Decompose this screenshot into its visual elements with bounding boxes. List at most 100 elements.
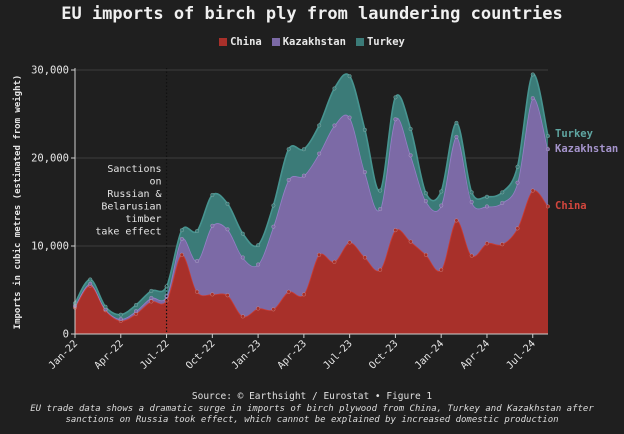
source-note: Source: © Earthsight / Eurostat • Figure… bbox=[191, 391, 433, 402]
end-label-turkey: Turkey bbox=[555, 128, 594, 140]
point-kazakhstan-4 bbox=[133, 309, 139, 314]
point-china-17 bbox=[332, 259, 337, 264]
point-china-23 bbox=[423, 252, 428, 257]
point-turkey-15 bbox=[301, 147, 306, 152]
point-kazakhstan-18 bbox=[347, 115, 352, 120]
x-tick-label-5: Apr-23 bbox=[276, 338, 309, 371]
point-kazakhstan-28 bbox=[500, 200, 505, 205]
point-turkey-12 bbox=[256, 243, 261, 248]
legend-swatch-turkey bbox=[355, 38, 364, 46]
point-turkey-4 bbox=[133, 302, 139, 308]
caption: EU trade data shows a dramatic surge in … bbox=[10, 404, 614, 426]
point-china-28 bbox=[500, 242, 505, 247]
point-kazakhstan-8 bbox=[195, 258, 200, 264]
point-turkey-24 bbox=[439, 189, 444, 194]
point-turkey-18 bbox=[347, 74, 352, 79]
point-kazakhstan-20 bbox=[378, 206, 383, 212]
point-turkey-14 bbox=[286, 147, 291, 152]
sanctions-annotation-line-2: Russian & bbox=[107, 189, 161, 200]
point-kazakhstan-11 bbox=[240, 255, 245, 260]
point-kazakhstan-27 bbox=[484, 204, 490, 209]
point-turkey-8 bbox=[195, 228, 200, 234]
point-kazakhstan-19 bbox=[362, 170, 367, 175]
point-china-16 bbox=[317, 252, 322, 257]
point-turkey-20 bbox=[378, 188, 383, 193]
point-kazakhstan-30 bbox=[530, 96, 535, 101]
caption-line-1: EU trade data shows a dramatic surge in … bbox=[30, 404, 594, 414]
legend: China Kazakhstan Turkey bbox=[0, 36, 624, 48]
point-turkey-26 bbox=[469, 190, 474, 195]
y-axis-label: Imports in cubic metres (estimated from … bbox=[12, 75, 23, 330]
point-turkey-27 bbox=[484, 194, 490, 199]
point-kazakhstan-3 bbox=[118, 316, 123, 322]
point-turkey-29 bbox=[515, 164, 520, 169]
x-tick-label-1: Apr-22 bbox=[93, 338, 126, 371]
chart-title: EU imports of birch ply from laundering … bbox=[61, 4, 563, 24]
sanctions-annotation-line-1: on bbox=[150, 177, 162, 188]
point-turkey-16 bbox=[317, 123, 322, 128]
point-turkey-5 bbox=[149, 288, 154, 293]
x-tick-label-8: Jan-24 bbox=[413, 338, 446, 371]
point-kazakhstan-1 bbox=[88, 281, 93, 286]
point-turkey-28 bbox=[500, 190, 505, 195]
x-tick-label-2: Jul-22 bbox=[138, 338, 171, 371]
point-turkey-30 bbox=[530, 72, 535, 77]
point-kazakhstan-26 bbox=[469, 199, 474, 205]
point-kazakhstan-16 bbox=[317, 151, 322, 156]
point-turkey-31 bbox=[545, 133, 551, 139]
sanctions-annotation-line-0: Sanctions bbox=[107, 164, 161, 175]
point-kazakhstan-23 bbox=[423, 199, 428, 204]
x-tick-label-6: Jul-23 bbox=[321, 338, 354, 371]
point-china-6 bbox=[164, 298, 169, 303]
point-turkey-21 bbox=[393, 95, 398, 100]
point-turkey-13 bbox=[271, 203, 276, 208]
point-kazakhstan-10 bbox=[225, 227, 230, 232]
point-turkey-11 bbox=[240, 231, 245, 236]
y-tick-label-1: 10,000 bbox=[31, 241, 69, 253]
legend-label-turkey: Turkey bbox=[366, 36, 405, 48]
x-tick-label-4: Jan-23 bbox=[230, 338, 263, 371]
point-china-25 bbox=[454, 218, 459, 223]
point-china-21 bbox=[393, 228, 398, 233]
point-china-27 bbox=[484, 241, 490, 246]
point-china-24 bbox=[439, 267, 444, 272]
point-china-19 bbox=[362, 255, 367, 260]
point-kazakhstan-13 bbox=[271, 224, 276, 229]
point-kazakhstan-29 bbox=[515, 180, 520, 185]
point-turkey-3 bbox=[118, 312, 123, 317]
y-tick-label-2: 20,000 bbox=[31, 153, 69, 165]
legend-item-china: China bbox=[219, 36, 262, 48]
point-turkey-25 bbox=[454, 120, 459, 125]
point-turkey-22 bbox=[408, 126, 413, 132]
sanctions-annotation-line-4: timber bbox=[125, 214, 161, 225]
point-kazakhstan-5 bbox=[149, 295, 154, 300]
point-china-11 bbox=[240, 314, 245, 319]
point-kazakhstan-9 bbox=[210, 223, 215, 228]
point-china-10 bbox=[225, 293, 230, 298]
point-china-14 bbox=[286, 289, 291, 294]
legend-label-china: China bbox=[230, 36, 262, 48]
point-china-26 bbox=[469, 253, 474, 258]
point-turkey-1 bbox=[88, 277, 93, 282]
x-tick-label-3: Oct-22 bbox=[184, 338, 217, 371]
point-china-22 bbox=[408, 239, 413, 244]
end-label-china: China bbox=[555, 200, 587, 212]
legend-label-kazakhstan: Kazakhstan bbox=[282, 36, 346, 48]
point-turkey-2 bbox=[103, 304, 108, 309]
point-china-30 bbox=[530, 188, 535, 193]
point-china-12 bbox=[256, 306, 261, 311]
point-turkey-23 bbox=[423, 191, 428, 196]
point-china-31 bbox=[545, 204, 551, 209]
y-tick-label-0: 0 bbox=[63, 329, 69, 341]
legend-item-turkey: Turkey bbox=[355, 36, 405, 48]
area-kazakhstan bbox=[75, 97, 548, 321]
point-china-7 bbox=[179, 252, 184, 257]
point-kazakhstan-12 bbox=[256, 262, 261, 267]
point-kazakhstan-21 bbox=[393, 117, 398, 122]
x-tick-label-10: Jul-24 bbox=[505, 338, 538, 371]
point-china-5 bbox=[149, 299, 154, 304]
point-kazakhstan-15 bbox=[301, 173, 306, 178]
sanctions-annotation-line-5: take effect bbox=[95, 227, 161, 238]
area-china bbox=[75, 190, 548, 334]
point-kazakhstan-22 bbox=[408, 153, 413, 158]
